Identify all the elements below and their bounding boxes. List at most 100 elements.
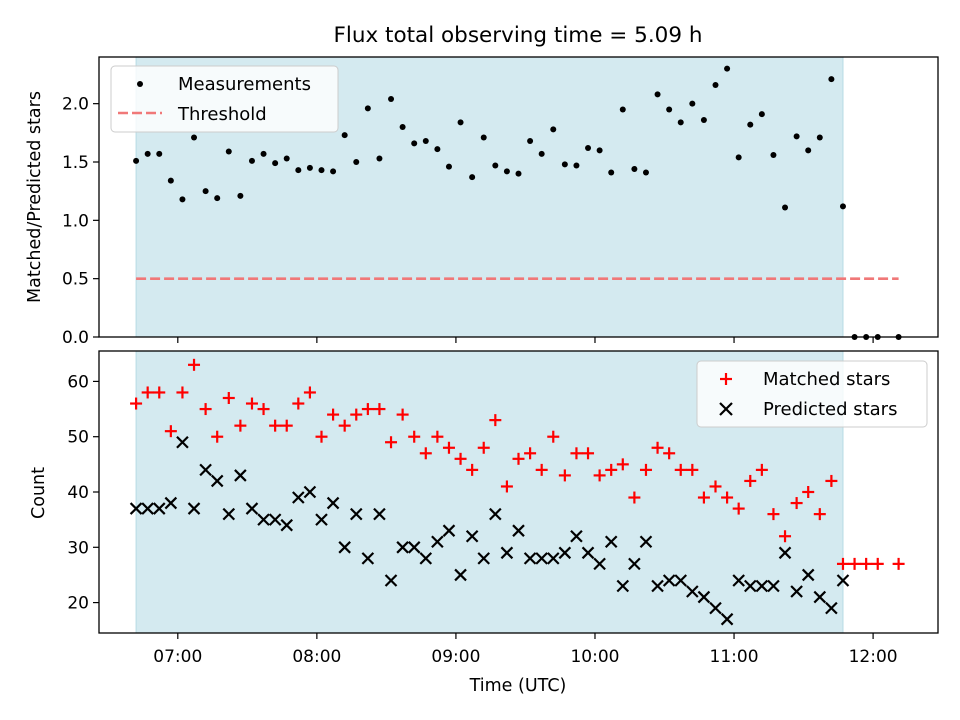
predicted-star-point (662, 574, 676, 587)
predicted-star-point (686, 585, 699, 598)
top-y-ticks: 0.0 0.5 1.0 1.5 2.0 (62, 95, 99, 348)
measurement-point (457, 119, 464, 126)
measurement-point (492, 162, 499, 169)
measurement-point (839, 203, 846, 210)
predicted-star-point (349, 507, 363, 521)
matched-star-point (466, 463, 479, 476)
top-legend-box (110, 65, 339, 133)
measurement-point (608, 169, 615, 176)
top-y-tick-label: 1.0 (62, 211, 89, 231)
measurement-point (619, 106, 626, 113)
bottom-x-tick-label: 08:00 (292, 647, 341, 667)
measurement-point (770, 152, 777, 158)
predicted-star-point (593, 557, 606, 571)
bottom-y-axis-label: Count (29, 467, 49, 519)
predicted-star-point (836, 574, 850, 587)
measurement-point (376, 155, 383, 162)
bottom-y-tick-label: 40 (67, 483, 89, 503)
predicted-star-point (419, 552, 433, 565)
legend-matched-label: Matched stars (763, 369, 890, 390)
bottom-x-tick-label: 12:00 (849, 647, 898, 667)
predicted-star-point (373, 507, 386, 521)
matched-star-point (176, 386, 189, 399)
predicted-star-point (558, 546, 572, 560)
predicted-star-point (604, 535, 618, 549)
x-axis-label: Time (UTC) (469, 676, 567, 696)
measurement-point (735, 154, 742, 161)
matched-star-point (871, 557, 884, 570)
matched-star-point (605, 463, 618, 476)
matched-star-point (790, 497, 803, 510)
predicted-star-point (755, 579, 769, 593)
matched-star-point (616, 458, 629, 471)
measurement-point (816, 134, 823, 141)
matched-star-point (431, 430, 444, 443)
predicted-star-point (361, 552, 375, 565)
bottom-y-tick-label: 60 (67, 372, 89, 392)
top-y-tick-label: 2.0 (62, 95, 89, 115)
predicted-star-point (801, 568, 815, 582)
predicted-star-point (384, 574, 398, 587)
predicted-star-point (523, 552, 537, 565)
bottom-legend-box (696, 360, 928, 428)
matched-star-point (327, 408, 340, 421)
measurement-point (422, 138, 429, 144)
matched-star-point (396, 408, 409, 421)
measurement-point (689, 100, 696, 107)
predicted-star-point (454, 568, 467, 582)
predicted-star-point (315, 513, 328, 526)
measurement-point (318, 167, 325, 174)
predicted-star-point (280, 518, 294, 532)
matched-star-point (639, 463, 652, 476)
matched-star-point (663, 447, 676, 460)
predicted-star-point (199, 463, 212, 477)
measurement-point (515, 170, 522, 177)
bottom-x-ticks: 07:00 08:00 09:00 10:00 11:00 12:00 (153, 633, 898, 667)
matched-star-point (477, 441, 490, 454)
measurement-point (573, 162, 580, 169)
matched-star-point (199, 403, 212, 416)
bottom-legend: Matched stars Predicted stars (696, 360, 928, 428)
matched-star-point (547, 430, 560, 443)
predicted-star-point (581, 546, 595, 560)
measurement-point (272, 160, 279, 167)
predicted-star-point (616, 579, 630, 593)
measurement-point (538, 150, 545, 157)
measurement-point (527, 138, 534, 144)
measurement-point (782, 204, 789, 211)
legend-threshold-label: Threshold (177, 104, 267, 125)
predicted-star-point (222, 507, 236, 521)
top-y-tick-label: 0.0 (62, 328, 89, 348)
matched-star-point (315, 430, 328, 443)
measurement-point (364, 105, 371, 112)
measurement-point (179, 196, 186, 203)
matched-star-point (234, 419, 247, 432)
measurement-point (283, 155, 290, 162)
predicted-star-point (628, 557, 641, 571)
chart-title: Flux total observing time = 5.09 h (334, 23, 703, 48)
predicted-star-point (268, 513, 282, 526)
legend-predicted-label: Predicted stars (763, 399, 897, 420)
matched-star-point (651, 441, 664, 454)
matched-star-point (130, 397, 143, 410)
predicted-star-point (651, 579, 664, 593)
measurement-point (828, 76, 835, 83)
matched-star-point (593, 469, 606, 482)
predicted-star-point (245, 502, 259, 515)
predicted-star-point (535, 552, 548, 565)
measurement-point (411, 140, 418, 147)
predicted-star-point (257, 513, 270, 526)
bottom-y-tick-label: 30 (67, 538, 89, 558)
measurement-point (561, 161, 568, 168)
predicted-star-point (303, 485, 317, 499)
top-y-tick-label: 0.5 (62, 270, 89, 290)
matched-star-point (732, 502, 745, 515)
predicted-star-point (164, 496, 178, 510)
matched-star-point (767, 508, 780, 521)
matched-star-point (686, 463, 699, 476)
predicted-star-point (743, 579, 757, 593)
matched-star-point (269, 419, 282, 432)
bottom-x-tick-label: 09:00 (431, 647, 480, 667)
predicted-star-point (825, 601, 838, 615)
